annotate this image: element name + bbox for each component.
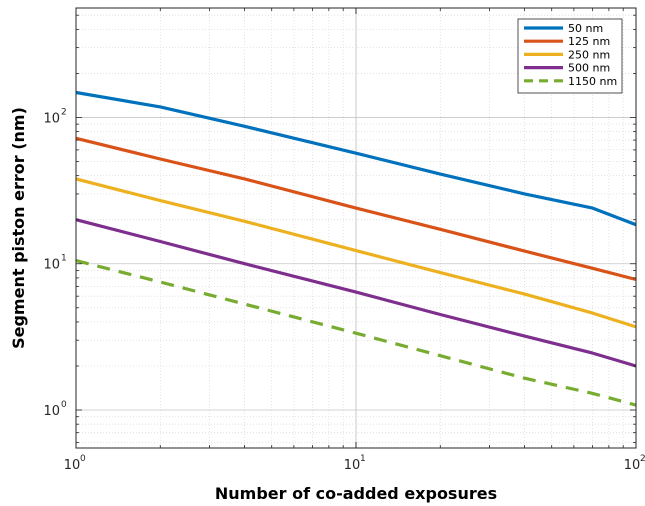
series-lines (75, 90, 637, 407)
legend-label: 250 nm (568, 48, 610, 61)
x-tick-label: 10 (64, 458, 81, 473)
y-tick-label-exponent: 2 (61, 107, 67, 117)
x-tick-label-exponent: 2 (640, 454, 645, 464)
y-tick-label-exponent: 0 (61, 400, 67, 410)
y-tick-label: 10 (43, 111, 60, 126)
series-line-5 (75, 259, 637, 407)
legend-label: 50 nm (568, 22, 603, 35)
legend-label: 1150 nm (568, 75, 617, 88)
series-line-1 (75, 90, 637, 227)
x-tick-label: 10 (624, 458, 641, 473)
y-tick-label: 10 (43, 258, 60, 273)
legend-label: 125 nm (568, 35, 610, 48)
series-line-4 (75, 218, 637, 368)
tick-labels: 10 0 10 1 10 210 010 110 2 (43, 107, 645, 473)
x-tick-label-exponent: 1 (360, 454, 366, 464)
x-tick-label: 10 (344, 458, 361, 473)
y-tick-label: 10 (43, 404, 60, 419)
x-axis-label: Number of co-added exposures (215, 484, 497, 503)
series-line-3 (75, 177, 637, 329)
legend-label: 500 nm (568, 62, 610, 75)
y-tick-label-exponent: 1 (61, 254, 67, 264)
x-tick-label-exponent: 0 (80, 454, 86, 464)
plot-frame (75, 7, 637, 449)
y-axis-label: Segment piston error (nm) (9, 107, 28, 349)
grid (76, 8, 636, 448)
series-line-2 (75, 136, 637, 282)
